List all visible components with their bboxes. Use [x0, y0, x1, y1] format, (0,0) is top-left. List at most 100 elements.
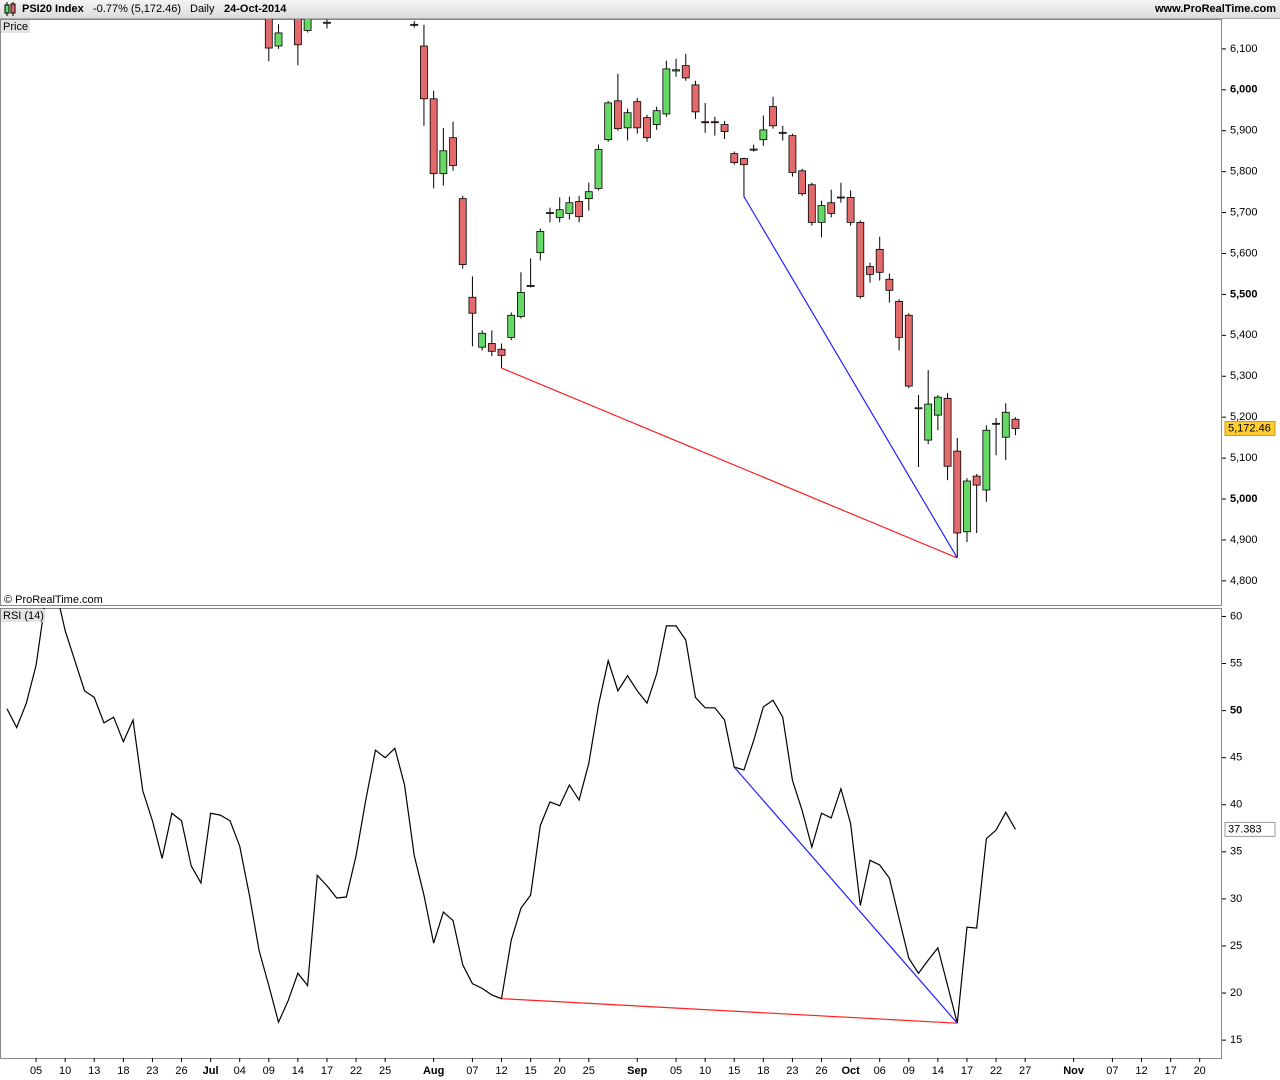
x-tick-label: 12 — [1135, 1065, 1147, 1077]
x-tick-label: 05 — [30, 1065, 42, 1077]
change: -0.77% (5,172.46) — [93, 3, 182, 15]
candle-body — [701, 121, 710, 124]
x-tick-label: Oct — [841, 1065, 860, 1077]
y-tick-label: 35 — [1230, 846, 1242, 858]
candle-body — [652, 110, 661, 125]
x-tick-label: 04 — [234, 1065, 246, 1077]
candle-body — [1011, 418, 1020, 429]
x-tick-label: 05 — [670, 1065, 682, 1077]
last-value-label: 37.383 — [1228, 823, 1262, 835]
x-tick-label: 18 — [757, 1065, 769, 1077]
candle-body — [584, 191, 593, 200]
site: www.ProRealTime.com — [1154, 3, 1276, 15]
candle-body — [895, 300, 903, 338]
candle-body — [914, 407, 923, 410]
y-tick-label: 5,100 — [1230, 452, 1258, 464]
y-tick-label: 5,600 — [1230, 247, 1258, 259]
y-tick-label: 15 — [1230, 1034, 1242, 1046]
x-tick-label: 17 — [1164, 1065, 1176, 1077]
x-tick-label: 23 — [786, 1065, 798, 1077]
candle-body — [662, 68, 671, 115]
candle-body — [992, 422, 1000, 425]
candle-body — [594, 149, 603, 189]
panel-title-box — [1, 609, 45, 622]
candle-body — [1001, 411, 1010, 438]
candle-body — [798, 170, 807, 195]
y-tick-label: 5,200 — [1230, 411, 1258, 423]
candle-body — [672, 69, 680, 72]
x-tick-label: 14 — [292, 1065, 304, 1077]
x-tick-label: 26 — [815, 1065, 827, 1077]
candle-body — [303, 19, 312, 31]
candle-body — [536, 230, 545, 254]
last-value-label: 5,172.46 — [1228, 422, 1271, 434]
candle-body — [866, 266, 874, 275]
y-tick-label: 55 — [1230, 657, 1242, 669]
candle-body — [749, 148, 758, 151]
x-tick-label: 07 — [1106, 1065, 1118, 1077]
candle-body — [924, 403, 933, 441]
x-tick-label: 15 — [524, 1065, 536, 1077]
candle-body — [933, 396, 942, 416]
symbol: PSI20 Index — [22, 3, 84, 15]
candle-body — [623, 112, 632, 129]
x-tick-label: 10 — [699, 1065, 711, 1077]
candle-body — [710, 121, 719, 124]
candle-body — [720, 124, 729, 132]
x-tick-label: 20 — [1194, 1065, 1206, 1077]
candle-body — [565, 202, 574, 214]
candle-body — [517, 291, 525, 317]
x-tick-label: 09 — [903, 1065, 915, 1077]
x-tick-label: 20 — [554, 1065, 566, 1077]
candle-body — [643, 117, 651, 139]
x-tick-label: 27 — [1019, 1065, 1031, 1077]
candle-body — [323, 21, 331, 24]
x-tick-label: 22 — [990, 1065, 1002, 1077]
rsi-panel — [0, 608, 1222, 1059]
y-tick-label: 5,400 — [1230, 329, 1258, 341]
candle-body — [885, 278, 894, 291]
x-tick-label: 22 — [350, 1065, 362, 1077]
candle-body — [778, 131, 787, 134]
x-tick-label: 07 — [466, 1065, 478, 1077]
x-tick-label: 10 — [59, 1065, 71, 1077]
logo — [4, 2, 16, 16]
y-tick-label: 6,000 — [1230, 84, 1258, 96]
candle-body — [546, 212, 554, 214]
rsi-line — [6, 608, 1016, 1025]
x-tick-label: 12 — [495, 1065, 507, 1077]
x-tick-label: 13 — [88, 1065, 100, 1077]
x-tick-label: 09 — [263, 1065, 275, 1077]
x-tick-label: Nov — [1063, 1065, 1085, 1077]
trend-line — [501, 367, 958, 559]
candle-body — [420, 45, 428, 100]
candle-body — [769, 106, 777, 127]
x-tick-label: Aug — [423, 1065, 444, 1077]
trend-line — [733, 766, 958, 1024]
y-tick-label: 4,800 — [1230, 575, 1258, 587]
candle-body — [604, 102, 613, 141]
x-tick-label: 15 — [728, 1065, 740, 1077]
candle-body — [846, 197, 855, 223]
x-tick-label: 25 — [379, 1065, 391, 1077]
candle-body — [691, 84, 700, 113]
candle-body — [681, 65, 690, 79]
candle-body — [633, 101, 642, 129]
header: PSI20 Index -0.77% (5,172.46) Daily 24-O… — [0, 0, 1280, 19]
y-tick-label: 45 — [1230, 752, 1242, 764]
candle-body — [497, 348, 506, 356]
x-tick-label: 17 — [961, 1065, 973, 1077]
candle-body — [293, 19, 302, 46]
plot-area — [6, 608, 1016, 1025]
candle-body — [429, 98, 438, 175]
candle-body — [953, 450, 962, 534]
y-tick-label: 5,300 — [1230, 370, 1258, 382]
y-tick-label: 50 — [1230, 705, 1242, 717]
y-tick-label: 5,800 — [1230, 166, 1258, 178]
y-tick-label: 25 — [1230, 940, 1242, 952]
candle-body — [875, 248, 884, 273]
x-tick-label: 23 — [146, 1065, 158, 1077]
candle-body — [449, 137, 457, 166]
x-tick-label: 14 — [932, 1065, 944, 1077]
candle-body — [410, 23, 419, 26]
